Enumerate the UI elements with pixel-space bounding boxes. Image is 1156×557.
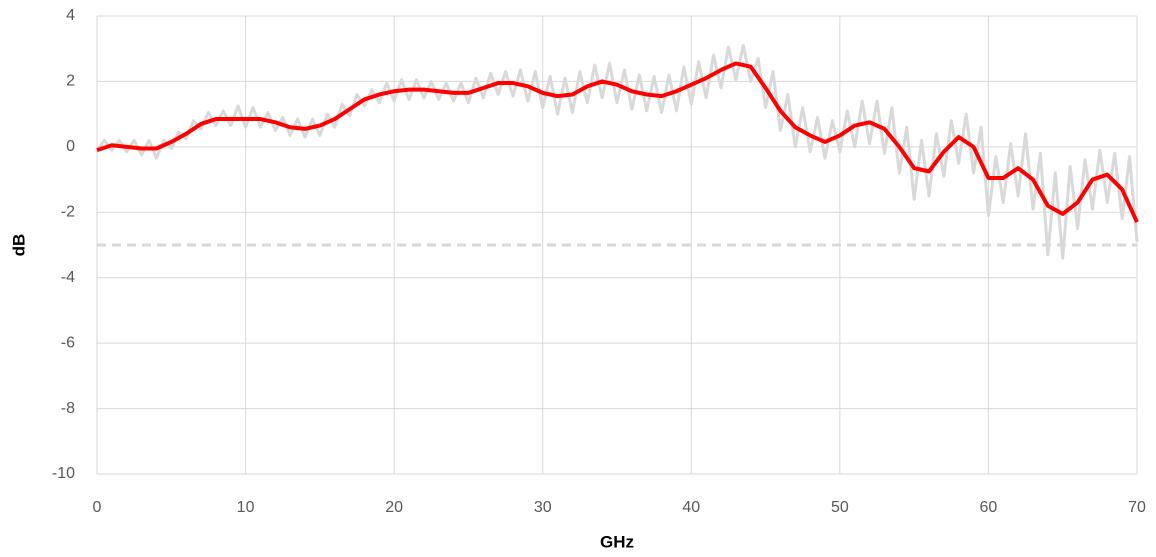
y-tick-label: -4 [61,269,75,286]
series-line [96,61,1139,223]
y-tick-label: 2 [66,73,75,90]
x-tick-label: 30 [534,499,552,516]
y-tick-label: -2 [61,204,75,221]
y-tick-label: 4 [66,7,75,24]
y-axis-title: dB [9,234,28,257]
x-tick-label: 70 [1128,499,1146,516]
x-tick-label: 20 [385,499,403,516]
y-tick-label: -8 [61,400,75,417]
x-tick-label: 50 [831,499,849,516]
x-axis-title: GHz [600,532,634,551]
y-tick-label: -6 [61,334,75,351]
x-tick-label: 10 [237,499,255,516]
series-line [95,43,1139,260]
y-tick-label: -10 [52,465,75,482]
y-tick-label: 0 [66,138,75,155]
x-tick-label: 40 [682,499,700,516]
x-tick-label: 60 [980,499,998,516]
x-tick-label: 0 [93,499,102,516]
